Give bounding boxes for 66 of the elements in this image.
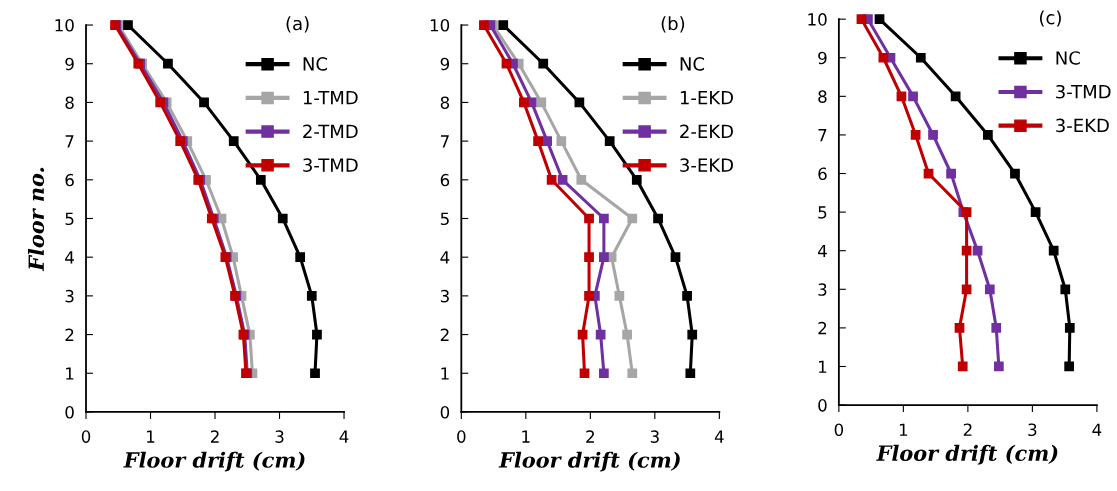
y-tick-label: 2 (65, 328, 74, 341)
y-tick-label: 4 (65, 251, 74, 264)
y-tick-label: 6 (65, 173, 74, 187)
x-tick-label: 1 (522, 430, 530, 443)
y-tick-label: 8 (65, 96, 74, 109)
y-tick-label: 4 (440, 251, 450, 264)
legend-label: NC (1056, 51, 1080, 65)
y-tick-label: 6 (818, 167, 827, 181)
x-tick-label: 1 (899, 423, 908, 436)
x-tick-label: 4 (339, 430, 349, 443)
y-tick-label: 1 (818, 360, 827, 373)
y-tick-label: 8 (818, 90, 827, 103)
y-tick-label: 3 (818, 283, 827, 296)
y-tick-label: 7 (818, 129, 827, 142)
x-tick-label: 0 (81, 430, 91, 443)
x-tick-label: 0 (834, 423, 844, 437)
y-tick-label: 10 (55, 19, 74, 32)
legend-label: 3-TMD (1056, 84, 1111, 99)
legend-label: 3-TMD (303, 158, 358, 172)
y-tick-label: 9 (65, 57, 74, 71)
y-tick-label: 6 (440, 173, 450, 187)
y-tick-label: 10 (808, 13, 827, 26)
y-tick-label: 8 (440, 96, 450, 109)
y-axis-title: Floor no. (27, 167, 45, 272)
y-tick-label: 9 (818, 51, 827, 65)
x-axis-title: Floor drift (cm) (498, 451, 680, 472)
x-tick-label: 4 (1092, 423, 1102, 436)
y-tick-label: 5 (65, 212, 74, 226)
y-tick-label: 7 (440, 135, 449, 148)
legend-label: 2-TMD (303, 124, 358, 138)
y-tick-label: 3 (65, 289, 74, 303)
legend-label: 1-TMD (303, 91, 358, 105)
legend-label: NC (680, 57, 705, 71)
annotation: (c) (1039, 10, 1061, 27)
y-tick-label: 2 (440, 328, 449, 341)
x-tick-label: 0 (457, 430, 466, 443)
annotation: (b) (661, 16, 685, 33)
x-axis-title: Floor drift (cm) (123, 451, 305, 472)
legend-label: NC (303, 57, 328, 71)
annotation: (a) (286, 16, 309, 33)
y-tick-label: 4 (817, 244, 827, 258)
x-tick-label: 2 (963, 423, 972, 436)
x-tick-label: 2 (586, 430, 594, 443)
y-tick-label: 1 (441, 367, 449, 380)
legend-label: 3-EKD (680, 158, 733, 172)
x-tick-label: 3 (1028, 423, 1037, 437)
legend-label: 2-EKD (680, 124, 733, 138)
y-tick-label: 0 (440, 405, 450, 419)
x-tick-label: 3 (650, 430, 659, 443)
y-tick-label: 3 (440, 289, 449, 303)
y-tick-label: 7 (65, 135, 74, 148)
y-tick-label: 9 (440, 57, 450, 71)
legend-label: 3-EKD (1056, 118, 1109, 133)
x-tick-label: 4 (714, 430, 724, 443)
y-tick-label: 5 (818, 206, 827, 219)
x-tick-label: 3 (275, 430, 284, 443)
legend-label: 1-EKD (680, 91, 733, 105)
y-tick-label: 0 (65, 405, 74, 419)
x-axis-title: Floor drift (cm) (876, 444, 1058, 465)
y-tick-label: 0 (818, 399, 827, 412)
x-tick-label: 1 (147, 430, 155, 443)
x-tick-label: 2 (210, 430, 219, 443)
y-tick-label: 1 (66, 367, 74, 380)
y-tick-label: 2 (818, 321, 827, 335)
y-tick-label: 5 (440, 212, 449, 226)
y-tick-label: 10 (430, 19, 450, 32)
